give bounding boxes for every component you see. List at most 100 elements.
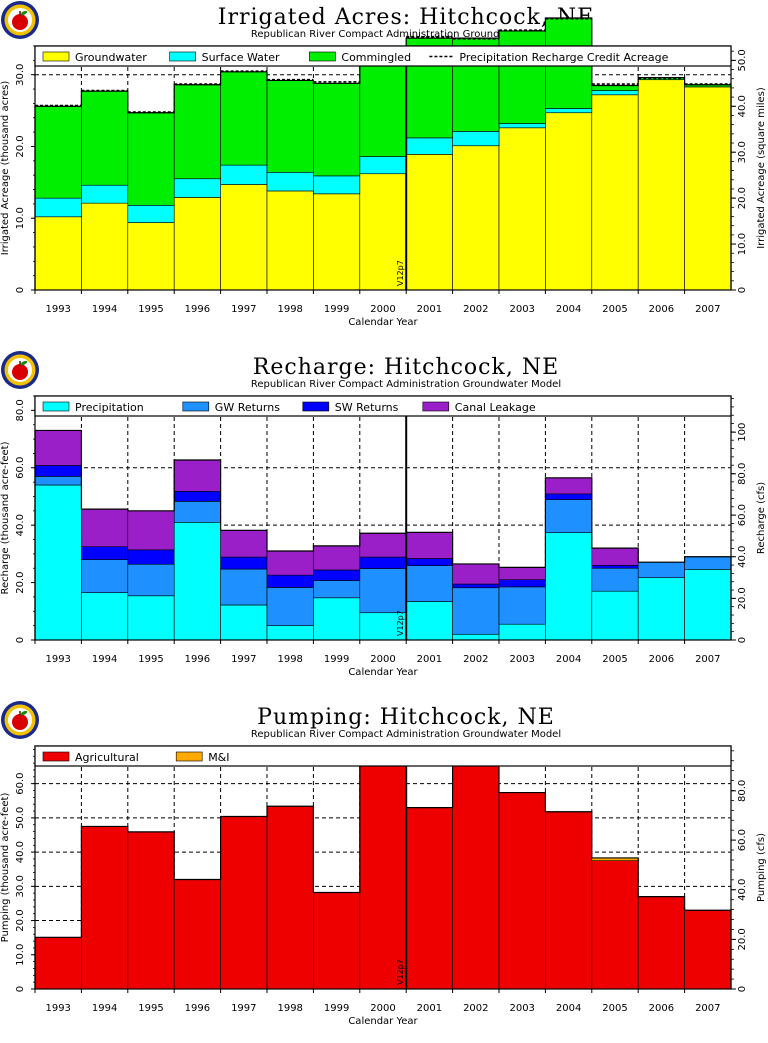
x-tick-label: 2001 (417, 304, 442, 315)
bar-surface-water (81, 184, 129, 204)
irrigated-acres-panel: Irrigated Acres: Hitchcock, NE Republican… (0, 0, 768, 343)
y2-tick-label: 60.0 (737, 504, 748, 526)
bar-precipitation (313, 597, 361, 641)
legend-label: SW Returns (335, 401, 399, 414)
bar-sw-returns (34, 465, 82, 477)
bar-surface-water (359, 156, 407, 175)
bar-canal-leakage (452, 563, 500, 585)
bar-gw-returns (591, 567, 639, 592)
bar-sw-returns (81, 546, 129, 560)
legend-swatch (175, 751, 203, 762)
apple-seal-icon (1, 701, 39, 739)
y2-tick-label: 80.0 (737, 780, 748, 802)
x-tick-label: 2004 (556, 304, 581, 315)
x-tick-label: 1996 (185, 654, 210, 665)
y-tick-label: 10.0 (15, 207, 26, 229)
bar-agricultural (405, 807, 453, 990)
y-tick-label: 60.0 (15, 773, 26, 795)
x-tick-label: 2002 (463, 1003, 488, 1014)
x-tick-label: 1995 (138, 304, 163, 315)
bar-gw-returns (637, 561, 685, 579)
bar-gw-returns (313, 580, 361, 599)
bar-canal-leakage (173, 459, 221, 492)
y2-tick-label: 60.0 (737, 829, 748, 851)
chart-subtitle: Republican River Compact Administration … (251, 379, 561, 390)
y2-tick-label: 10.0 (737, 233, 748, 255)
y2-tick-label: 50.0 (737, 49, 748, 71)
bar-groundwater (34, 216, 82, 291)
x-tick-label: 1998 (277, 304, 302, 315)
x-tick-label: 1998 (277, 1003, 302, 1014)
y-tick-label: 20.0 (15, 571, 26, 593)
bar-gw-returns (684, 556, 732, 570)
bar-commingled (359, 63, 407, 157)
x-tick-label: 2000 (370, 304, 395, 315)
y-tick-label: 0 (15, 287, 26, 293)
pumping-panel: Pumping: Hitchcock, NE Republican River C… (0, 700, 768, 1043)
x-tick-label: 2001 (417, 654, 442, 665)
bar-agricultural (452, 749, 500, 990)
bar-groundwater (359, 173, 407, 291)
bar-sw-returns (313, 569, 361, 581)
bar-sw-returns (173, 491, 221, 502)
bar-sw-returns (127, 549, 175, 565)
x-tick-label: 2003 (509, 654, 534, 665)
legend-label: Precipitation (75, 401, 144, 414)
legend-label: GW Returns (215, 401, 280, 414)
y2-axis-label: Irrigated Acreage (square miles) (756, 87, 767, 249)
bar-gw-returns (220, 568, 268, 606)
bar-groundwater (173, 197, 221, 291)
bar-commingled (34, 105, 82, 199)
x-tick-label: 2003 (509, 304, 534, 315)
y2-tick-label: 0 (737, 287, 748, 293)
bar-canal-leakage (405, 532, 453, 559)
bar-surface-water (545, 108, 593, 114)
x-tick-label: 1997 (231, 1003, 256, 1014)
x-tick-label: 2003 (509, 1003, 534, 1014)
x-tick-label: 2006 (649, 1003, 674, 1014)
bar-precipitation (684, 569, 732, 641)
y-tick-label: 40.0 (15, 514, 26, 536)
bar-groundwater (498, 127, 546, 291)
bar-canal-leakage (498, 567, 546, 581)
x-tick-label: 2004 (556, 654, 581, 665)
recharge-panel: Recharge: Hitchcock, NE Republican River … (0, 350, 768, 693)
x-tick-label: 2007 (695, 304, 720, 315)
bar-surface-water (34, 197, 82, 218)
x-tick-label: 2002 (463, 654, 488, 665)
bar-groundwater (591, 94, 639, 291)
bar-commingled (498, 30, 546, 124)
bar-gw-returns (266, 587, 314, 626)
bar-precipitation (81, 592, 129, 641)
bar-precipitation (591, 590, 639, 641)
bar-surface-water (405, 137, 453, 155)
legend-swatch (182, 401, 210, 412)
bar-surface-water (452, 131, 500, 147)
bar-sw-returns (498, 579, 546, 588)
chart-title: Recharge: Hitchcock, NE (253, 355, 559, 380)
bar-sw-returns (545, 493, 593, 500)
x-tick-label: 2004 (556, 1003, 581, 1014)
bar-groundwater (266, 190, 314, 291)
y2-tick-label: 0 (737, 986, 748, 992)
bar-agricultural (127, 831, 175, 990)
bar-sw-returns (359, 556, 407, 569)
legend-label: Canal Leakage (455, 401, 536, 414)
y-tick-label: 0 (15, 986, 26, 992)
x-axis-label: Calendar Year (348, 667, 418, 678)
legend-swatch (169, 51, 196, 62)
bar-agricultural (220, 816, 268, 990)
bar-sw-returns (452, 583, 500, 589)
bar-precipitation (452, 633, 500, 641)
x-tick-label: 2005 (602, 1003, 627, 1014)
bar-commingled (127, 112, 175, 206)
bar-agricultural (684, 909, 732, 990)
x-axis-label: Calendar Year (348, 1016, 418, 1024)
x-tick-label: 2000 (370, 1003, 395, 1014)
legend (34, 45, 732, 67)
bar-gw-returns (545, 499, 593, 533)
bar-groundwater (313, 193, 361, 291)
x-tick-label: 2006 (649, 304, 674, 315)
